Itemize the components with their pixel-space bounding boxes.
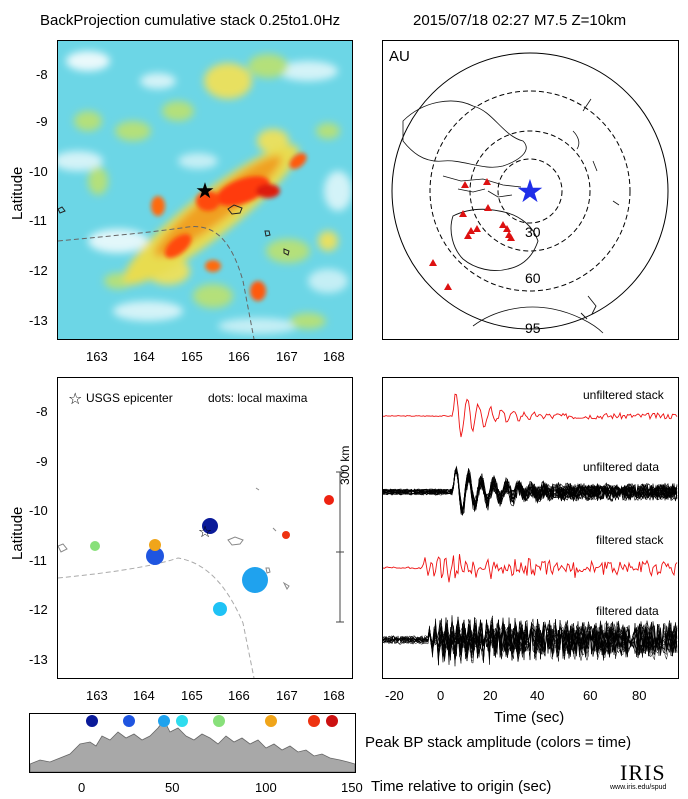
amplitude-panel [29, 713, 356, 773]
label-filtered-stack: filtered stack [596, 533, 664, 547]
event-star-icon: ★ [516, 172, 545, 210]
filtered-data-trace [383, 619, 678, 663]
lon-tick: 167 [276, 349, 298, 364]
lat-tick: -12 [29, 602, 48, 617]
bp-map-panel: ★ [57, 40, 353, 340]
australia-outline [450, 208, 539, 271]
ring-label-60: 60 [525, 270, 541, 286]
legend-star-icon: ☆ [68, 389, 82, 408]
unfiltered-data-trace [383, 468, 678, 514]
epicenter-star-icon: ☆ [198, 522, 212, 541]
lat-tick: -8 [36, 67, 48, 82]
filtered-data-trace [383, 620, 678, 661]
traces-panel: unfiltered stack unfiltered data filtere… [382, 377, 679, 679]
time-color-dots [86, 715, 338, 727]
island-outline [58, 206, 66, 214]
station-markers [429, 178, 515, 290]
lat-tick: -10 [29, 503, 48, 518]
lat-tick: -8 [36, 404, 48, 419]
time-tick: 0 [437, 688, 445, 703]
ring-label-30: 30 [525, 224, 541, 240]
amplitude-xlabel: Time relative to origin (sec) [371, 778, 552, 795]
filtered-stack-trace [383, 554, 678, 583]
lat-tick: -9 [36, 114, 48, 129]
maxima-map-ylabel: Latitude [9, 506, 26, 560]
figure-title: BackProjection cumulative stack 0.25to1.… [40, 12, 341, 29]
iris-logo-url: www.iris.edu/spud [610, 784, 667, 791]
island-outline [283, 248, 290, 256]
event-info: 2015/07/18 02:27 M7.5 Z=10km [413, 12, 627, 29]
lat-tick: -11 [29, 553, 47, 568]
island-outline [227, 204, 243, 215]
island-outline [264, 230, 271, 237]
trench-line [58, 557, 255, 678]
trench-line [58, 226, 255, 339]
legend-epicenter: USGS epicenter [86, 391, 173, 405]
amplitude-plot [30, 715, 355, 772]
time-tick: 60 [583, 688, 598, 703]
lat-tick: -12 [29, 263, 48, 278]
bp-heatmap: ★ [58, 41, 352, 339]
time-tick: 80 [632, 688, 647, 703]
amp-tick: 100 [255, 780, 277, 795]
lon-tick: 163 [86, 349, 108, 364]
amp-tick: 50 [165, 780, 180, 795]
lon-tick: 168 [323, 349, 345, 364]
label-unfiltered-stack: unfiltered stack [583, 388, 664, 402]
globe-panel: AU ★ 30 [382, 40, 679, 340]
coastline [402, 100, 527, 168]
lon-tick: 164 [133, 688, 155, 703]
amp-tick: 0 [78, 780, 86, 795]
lon-tick: 167 [276, 688, 298, 703]
ring-label-95: 95 [525, 320, 541, 336]
maxima-map: ☆ ☆ [58, 389, 344, 678]
lat-tick: -9 [36, 454, 48, 469]
amplitude-label: Peak BP stack amplitude (colors = time) [365, 734, 632, 751]
iris-logo: IRIS www.iris.edu/spud [610, 760, 682, 796]
lon-tick: 166 [228, 349, 250, 364]
globe-label: AU [389, 48, 410, 65]
traces-xlabel: Time (sec) [494, 709, 565, 726]
traces-plot [383, 393, 678, 667]
time-tick: 20 [483, 688, 498, 703]
time-tick: 40 [530, 688, 545, 703]
lat-tick: -10 [29, 164, 48, 179]
lat-tick: -13 [29, 652, 48, 667]
local-maxima-dots [90, 495, 334, 616]
lon-tick: 163 [86, 688, 108, 703]
amp-tick: 150 [341, 780, 363, 795]
lon-tick: 164 [133, 349, 155, 364]
maxima-map-panel: ☆ ☆ USGS epicenter dots: local maxima 30… [57, 377, 353, 679]
unfiltered-stack-trace [383, 393, 678, 438]
lat-tick: -11 [29, 213, 47, 228]
lon-tick: 168 [323, 688, 345, 703]
legend-maxima: dots: local maxima [208, 391, 308, 405]
lon-tick: 165 [181, 688, 203, 703]
coastline [442, 175, 522, 198]
epicenter-star-icon: ★ [195, 179, 215, 204]
lon-tick: 166 [228, 688, 250, 703]
globe-map: ★ [391, 52, 669, 334]
unfiltered-data-trace [383, 470, 678, 515]
lon-tick: 165 [181, 349, 203, 364]
lat-tick: -13 [29, 313, 48, 328]
label-unfiltered-data: unfiltered data [583, 460, 660, 474]
scale-bar-label: 300 km [338, 445, 352, 485]
time-tick: -20 [385, 688, 404, 703]
label-filtered-data: filtered data [596, 604, 659, 618]
bp-map-ylabel: Latitude [9, 166, 26, 220]
iris-logo-text: IRIS [620, 760, 666, 785]
